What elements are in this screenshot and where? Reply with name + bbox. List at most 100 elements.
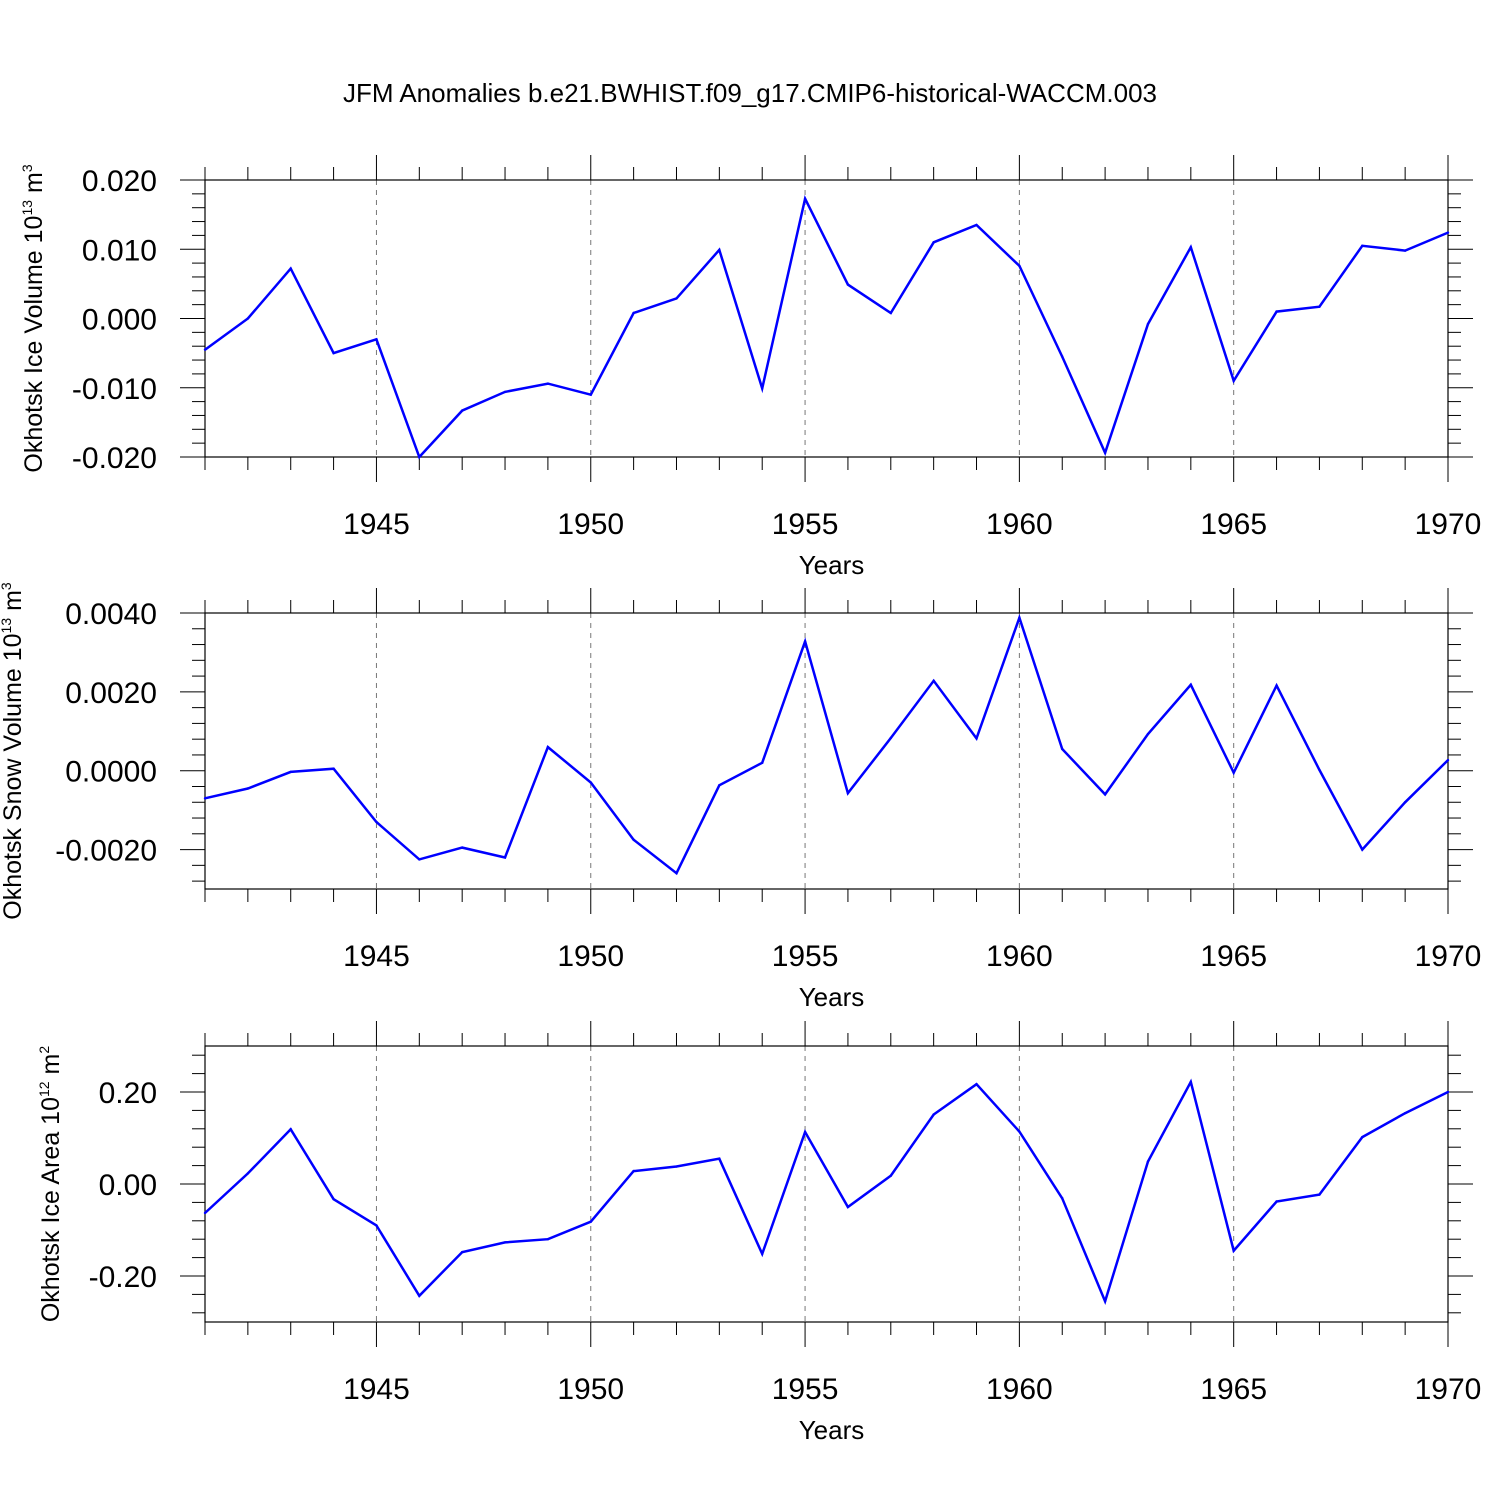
- series-line: [204, 613, 1449, 876]
- data-point: [1318, 305, 1321, 308]
- y-axis-label: Okhotsk Ice Area 1012 m2: [36, 1046, 65, 1322]
- y-tick-label: 0.20: [99, 1077, 157, 1110]
- data-point: [1103, 1300, 1107, 1303]
- y-tick-label: 0.0000: [65, 756, 157, 789]
- data-point: [975, 737, 978, 740]
- data-point: [1403, 801, 1407, 804]
- x-tick-label: 1955: [772, 940, 839, 973]
- data-point: [246, 317, 250, 320]
- plot-frame: [204, 179, 1449, 458]
- data-point: [761, 387, 764, 390]
- x-tick-label: 1965: [1200, 940, 1267, 973]
- data-point: [975, 223, 978, 227]
- data-point: [246, 787, 250, 790]
- data-point: [718, 1157, 721, 1160]
- y-tick-label: -0.0020: [55, 835, 157, 868]
- series-line: [204, 1078, 1449, 1305]
- data-point: [460, 1250, 464, 1254]
- data-point: [1061, 747, 1064, 751]
- data-point: [1189, 683, 1193, 686]
- data-point: [332, 351, 335, 355]
- data-point: [1446, 231, 1450, 234]
- data-point: [1361, 1135, 1364, 1139]
- x-tick-label: 1970: [1415, 1373, 1482, 1406]
- y-tick-label: -0.010: [72, 373, 157, 406]
- series-line: [204, 195, 1449, 460]
- data-point: [632, 1169, 635, 1173]
- data-point: [1361, 848, 1364, 851]
- data-point: [889, 736, 892, 740]
- data-point: [1189, 245, 1193, 249]
- chart-panel-2: 0.0040 0.0020 0.0000 -0.0020 1945 1950 1955 196…: [0, 582, 1481, 1012]
- x-tick-label: 1955: [772, 1373, 839, 1406]
- data-point: [1061, 1197, 1064, 1200]
- data-point: [503, 1241, 507, 1244]
- y-tick-label: 0.0040: [65, 598, 157, 631]
- data-point: [1361, 244, 1364, 247]
- data-point: [846, 283, 850, 286]
- data-point: [889, 1174, 892, 1177]
- data-point: [1446, 758, 1450, 762]
- data-point: [1275, 1200, 1278, 1203]
- data-point: [889, 311, 892, 315]
- data-point: [1318, 768, 1321, 772]
- y-tick-label: 0.020: [82, 165, 157, 198]
- data-point: [1275, 310, 1278, 313]
- data-point: [803, 197, 807, 200]
- data-point: [375, 1224, 378, 1227]
- data-point: [1189, 1080, 1193, 1084]
- data-point: [203, 348, 207, 351]
- x-tick-label: 1945: [343, 1373, 410, 1406]
- chart-panel-3: 0.20 0.00 -0.20 1945 1950 1955 1960 1965 1970 Yea…: [36, 1021, 1481, 1445]
- data-point: [1232, 1249, 1235, 1252]
- data-point: [375, 820, 378, 824]
- y-tick-label: 0.00: [99, 1169, 157, 1202]
- x-tick-label: 1965: [1200, 508, 1267, 541]
- x-tick-label: 1945: [343, 508, 410, 541]
- data-point: [332, 1197, 335, 1201]
- data-point: [375, 338, 378, 341]
- data-point: [1403, 249, 1407, 252]
- data-point: [1103, 793, 1107, 796]
- data-point: [460, 846, 464, 849]
- x-axis-label: Years: [799, 982, 865, 1012]
- data-point: [1018, 616, 1021, 619]
- data-point: [846, 1205, 850, 1209]
- data-point: [1446, 1090, 1450, 1094]
- data-point: [632, 311, 635, 315]
- data-point: [932, 241, 935, 244]
- data-point: [761, 1252, 764, 1256]
- data-point: [803, 1130, 807, 1134]
- data-point: [1232, 379, 1235, 383]
- data-point: [589, 1220, 592, 1223]
- data-point: [932, 679, 935, 683]
- y-axis-label: Okhotsk Ice Volume 1013 m3: [19, 164, 48, 472]
- x-tick-label: 1945: [343, 940, 410, 973]
- x-tick-label: 1960: [986, 1373, 1053, 1406]
- figure-title: JFM Anomalies b.e21.BWHIST.f09_g17.CMIP6…: [343, 78, 1157, 108]
- data-point: [675, 872, 678, 875]
- data-point: [1403, 1111, 1407, 1115]
- data-point: [1146, 1160, 1150, 1163]
- data-point: [1146, 322, 1150, 326]
- chart-panel-1: 0.020 0.010 0.000 -0.010 -0.020 1945 1950 1955 1…: [19, 155, 1481, 580]
- x-tick-label: 1960: [986, 508, 1053, 541]
- data-point: [289, 267, 292, 270]
- data-point: [289, 770, 292, 774]
- data-point: [503, 856, 507, 859]
- data-point: [546, 1238, 550, 1241]
- data-point: [289, 1128, 292, 1131]
- data-point: [589, 393, 592, 396]
- data-point: [675, 1165, 678, 1168]
- data-point: [546, 745, 550, 749]
- x-axis-label: Years: [799, 1415, 865, 1445]
- y-tick-label: 0.010: [82, 234, 157, 267]
- data-point: [418, 1294, 421, 1297]
- data-point: [203, 797, 207, 800]
- plot-frame: [204, 1045, 1449, 1323]
- data-point: [460, 409, 464, 412]
- data-point: [803, 640, 807, 643]
- y-tick-label: 0.000: [82, 304, 157, 337]
- x-tick-label: 1965: [1200, 1373, 1267, 1406]
- x-tick-label: 1955: [772, 508, 839, 541]
